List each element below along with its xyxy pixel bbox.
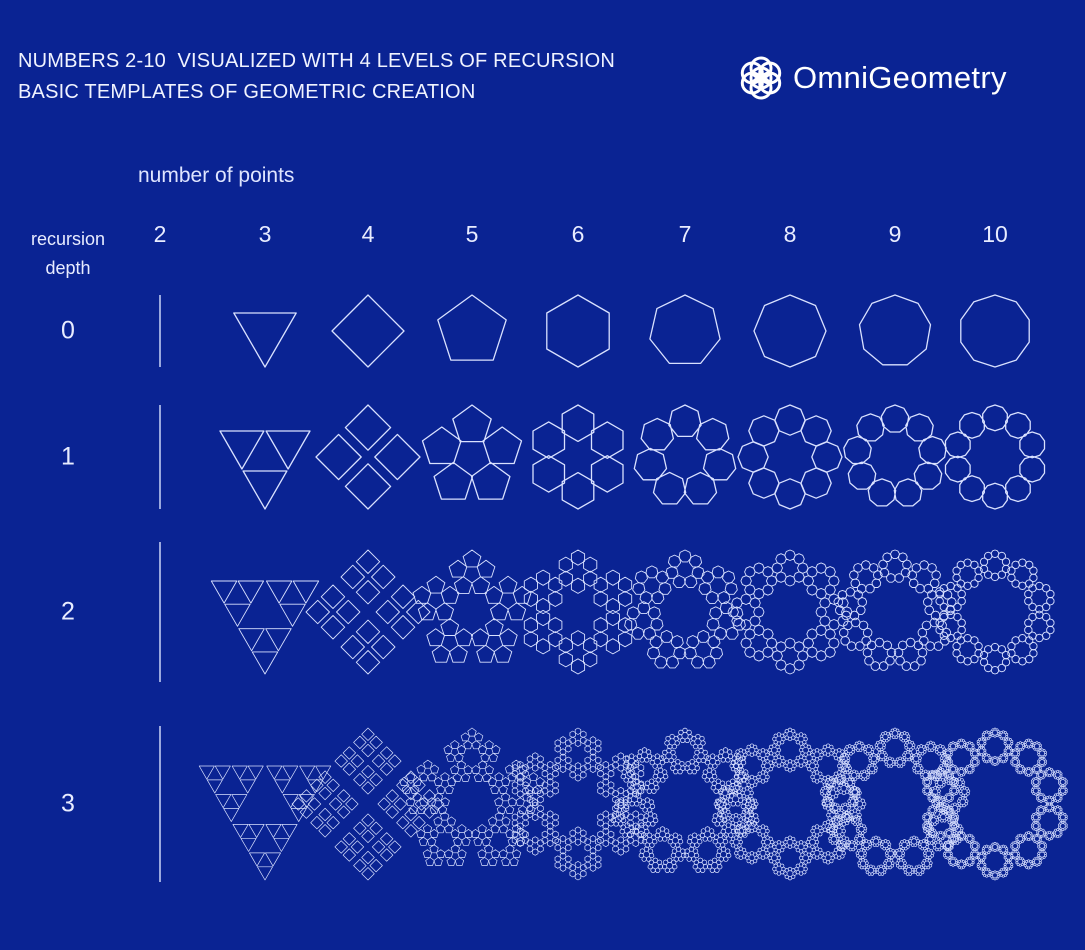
- shape-10-depth-1: [944, 404, 1046, 510]
- shape-8-depth-2: [727, 549, 853, 675]
- shape-9-depth-1: [843, 404, 947, 507]
- shape-6-depth-1: [532, 404, 624, 510]
- shape-9-depth-2: [833, 549, 957, 671]
- shape-3-depth-0: [233, 312, 297, 368]
- shape-10-depth-3: [922, 727, 1068, 881]
- shape-8-depth-1: [737, 404, 843, 510]
- shape-4-depth-1: [315, 404, 421, 510]
- shape-4-depth-3: [291, 727, 445, 881]
- shape-3-depth-2: [210, 580, 320, 675]
- row-header-0: 0: [61, 316, 75, 345]
- shape-5-depth-2: [412, 549, 532, 663]
- column-header-9: 9: [888, 221, 902, 247]
- recursion-row-2: [159, 542, 1055, 682]
- rows-axis-label-line-2: depth: [45, 258, 91, 278]
- columns-axis-label: number of points: [138, 164, 295, 187]
- column-header-7: 7: [678, 221, 692, 247]
- title-line-1: NUMBERS 2-10 VISUALIZED WITH 4 LEVELS OF…: [18, 50, 615, 72]
- row-header-2: 2: [61, 597, 75, 626]
- title-block: NUMBERS 2-10 VISUALIZED WITH 4 LEVELS OF…: [18, 46, 615, 108]
- brand: OmniGeometry: [735, 52, 1007, 104]
- column-header-4: 4: [361, 221, 375, 247]
- shape-8-depth-3: [713, 727, 867, 881]
- brand-name: OmniGeometry: [793, 60, 1007, 95]
- column-header-2: 2: [153, 221, 167, 247]
- shape-6-depth-0: [546, 294, 610, 368]
- shape-5-depth-1: [421, 404, 523, 500]
- shape-9-depth-0: [858, 294, 932, 366]
- shape-10-depth-0: [960, 294, 1030, 368]
- column-header-6: 6: [571, 221, 585, 247]
- row-header-3: 3: [61, 789, 75, 818]
- flower-of-life-logo-icon: [740, 56, 782, 100]
- shape-7-depth-0: [649, 294, 721, 365]
- title-line-2: BASIC TEMPLATES OF GEOMETRIC CREATION: [18, 81, 476, 103]
- shape-3-depth-3: [198, 765, 332, 881]
- shape-4-depth-0: [331, 294, 405, 368]
- recursion-row-3: [159, 726, 1068, 882]
- column-header-3: 3: [258, 221, 272, 247]
- shape-5-depth-0: [437, 294, 507, 361]
- row-header-1: 1: [61, 442, 75, 471]
- shape-4-depth-2: [305, 549, 431, 675]
- shape-10-depth-2: [935, 549, 1055, 675]
- column-header-8: 8: [783, 221, 797, 247]
- shape-9-depth-3: [819, 727, 971, 876]
- shape-3-depth-1: [219, 430, 311, 510]
- column-header-5: 5: [465, 221, 479, 247]
- column-header-10: 10: [982, 221, 1008, 247]
- shape-8-depth-0: [753, 294, 827, 368]
- shape-7-depth-1: [633, 404, 737, 505]
- rows-axis-label-line-1: recursion: [30, 229, 106, 249]
- recursion-row-0: [159, 294, 1030, 368]
- shape-7-depth-2: [624, 549, 746, 669]
- shape-6-depth-2: [523, 549, 633, 675]
- recursion-row-1: [159, 404, 1046, 510]
- shape-5-depth-3: [399, 727, 545, 866]
- rows-axis-label: recursion depth: [18, 225, 118, 283]
